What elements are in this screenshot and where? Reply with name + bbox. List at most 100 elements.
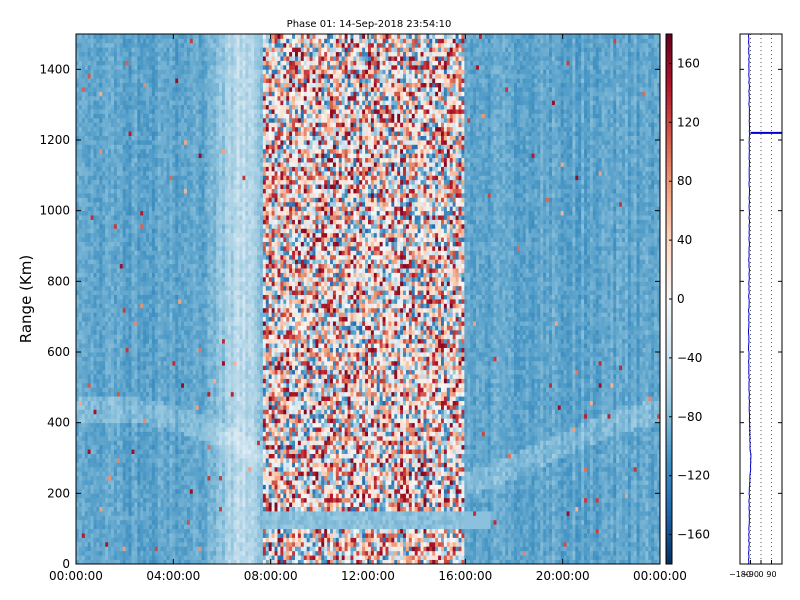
heatmap-cell	[131, 69, 134, 74]
heatmap-cell	[99, 43, 102, 48]
heatmap-cell	[149, 423, 152, 428]
heatmap-cell	[143, 47, 146, 52]
heatmap-cell	[117, 109, 120, 114]
heatmap-cell	[143, 114, 146, 119]
heatmap-cell	[152, 533, 155, 538]
heatmap-cell	[193, 264, 196, 269]
heatmap-cell	[184, 352, 187, 357]
heatmap-cell	[108, 290, 111, 295]
heatmap-cell	[129, 61, 132, 66]
heatmap-cell	[129, 330, 132, 335]
heatmap-cell	[164, 118, 167, 123]
heatmap-cell	[143, 379, 146, 384]
heatmap-cell	[88, 237, 91, 242]
heatmap-cell	[187, 61, 190, 66]
heatmap-cell	[82, 193, 85, 198]
heatmap-cell	[82, 334, 85, 339]
heatmap-cell	[158, 339, 161, 344]
heatmap-cell	[149, 91, 152, 96]
heatmap-cell	[85, 414, 88, 419]
heatmap-cell	[140, 524, 143, 529]
heatmap-cell	[172, 295, 175, 300]
heatmap-cell	[146, 401, 149, 406]
heatmap-cell	[187, 38, 190, 43]
heatmap-cell	[82, 228, 85, 233]
heatmap-cell	[169, 242, 172, 247]
heatmap-cell	[149, 273, 152, 278]
heatmap-cell	[94, 414, 97, 419]
heatmap-cell	[152, 233, 155, 238]
heatmap-cell	[114, 38, 117, 43]
heatmap-cell	[146, 409, 149, 414]
heatmap-cell	[167, 43, 170, 48]
heatmap-cell	[149, 356, 152, 361]
heatmap-cell	[123, 211, 126, 216]
heatmap-cell	[82, 167, 85, 172]
heatmap-cell	[102, 515, 105, 520]
heatmap-cell	[108, 277, 111, 282]
heatmap-cell	[143, 454, 146, 459]
heatmap-cell	[178, 114, 181, 119]
heatmap-cell	[85, 136, 88, 141]
heatmap-cell	[155, 184, 158, 189]
heatmap-cell	[196, 348, 199, 353]
heatmap-cell	[158, 432, 161, 437]
heatmap-cell	[158, 542, 161, 547]
heatmap-cell	[137, 144, 140, 149]
heatmap-cell	[120, 312, 123, 317]
heatmap-cell	[164, 493, 167, 498]
heatmap-cell	[114, 65, 117, 70]
heatmap-cell	[140, 202, 143, 207]
heatmap-cell	[172, 273, 175, 278]
heatmap-cell	[131, 290, 134, 295]
heatmap-cell	[140, 409, 143, 414]
heatmap-cell	[108, 295, 111, 300]
heatmap-cell	[143, 312, 146, 317]
heatmap-cell	[146, 255, 149, 260]
heatmap-cell	[149, 317, 152, 322]
heatmap-cell	[134, 255, 137, 260]
heatmap-cell	[114, 162, 117, 167]
heatmap-cell	[158, 180, 161, 185]
heatmap-cell	[96, 206, 99, 211]
heatmap-cell	[175, 440, 178, 445]
heatmap-cell	[131, 436, 134, 441]
heatmap-cell	[131, 250, 134, 255]
heatmap-cell	[123, 401, 126, 406]
heatmap-cell	[143, 206, 146, 211]
heatmap-cell	[196, 498, 199, 503]
heatmap-cell	[164, 392, 167, 397]
heatmap-cell	[172, 167, 175, 172]
heatmap-cell	[155, 317, 158, 322]
heatmap-cell	[137, 233, 140, 238]
heatmap-cell	[117, 91, 120, 96]
heatmap-cell	[152, 114, 155, 119]
heatmap-cell	[175, 356, 178, 361]
heatmap-cell	[172, 427, 175, 432]
heatmap-cell	[161, 56, 164, 61]
heatmap-cell	[187, 339, 190, 344]
heatmap-cell	[152, 418, 155, 423]
heatmap-cell	[94, 109, 97, 114]
heatmap-cell	[152, 387, 155, 392]
heatmap-cell	[99, 370, 102, 375]
heatmap-cell	[169, 321, 172, 326]
heatmap-cell	[155, 162, 158, 167]
heatmap-cell	[149, 61, 152, 66]
heatmap-cell	[196, 436, 199, 441]
heatmap-cell	[99, 365, 102, 370]
heatmap-cell	[99, 158, 102, 163]
heatmap-cell	[131, 78, 134, 83]
heatmap-cell	[96, 445, 99, 450]
heatmap-cell	[82, 118, 85, 123]
heatmap-cell	[169, 533, 172, 538]
heatmap-cell	[172, 462, 175, 467]
heatmap-cell	[190, 250, 193, 255]
heatmap-cell	[169, 286, 172, 291]
heatmap-cell	[155, 74, 158, 79]
heatmap-cell	[123, 206, 126, 211]
heatmap-cell	[117, 405, 120, 410]
heatmap-cell	[181, 175, 184, 180]
heatmap-cell	[196, 365, 199, 370]
heatmap-cell	[193, 105, 196, 110]
